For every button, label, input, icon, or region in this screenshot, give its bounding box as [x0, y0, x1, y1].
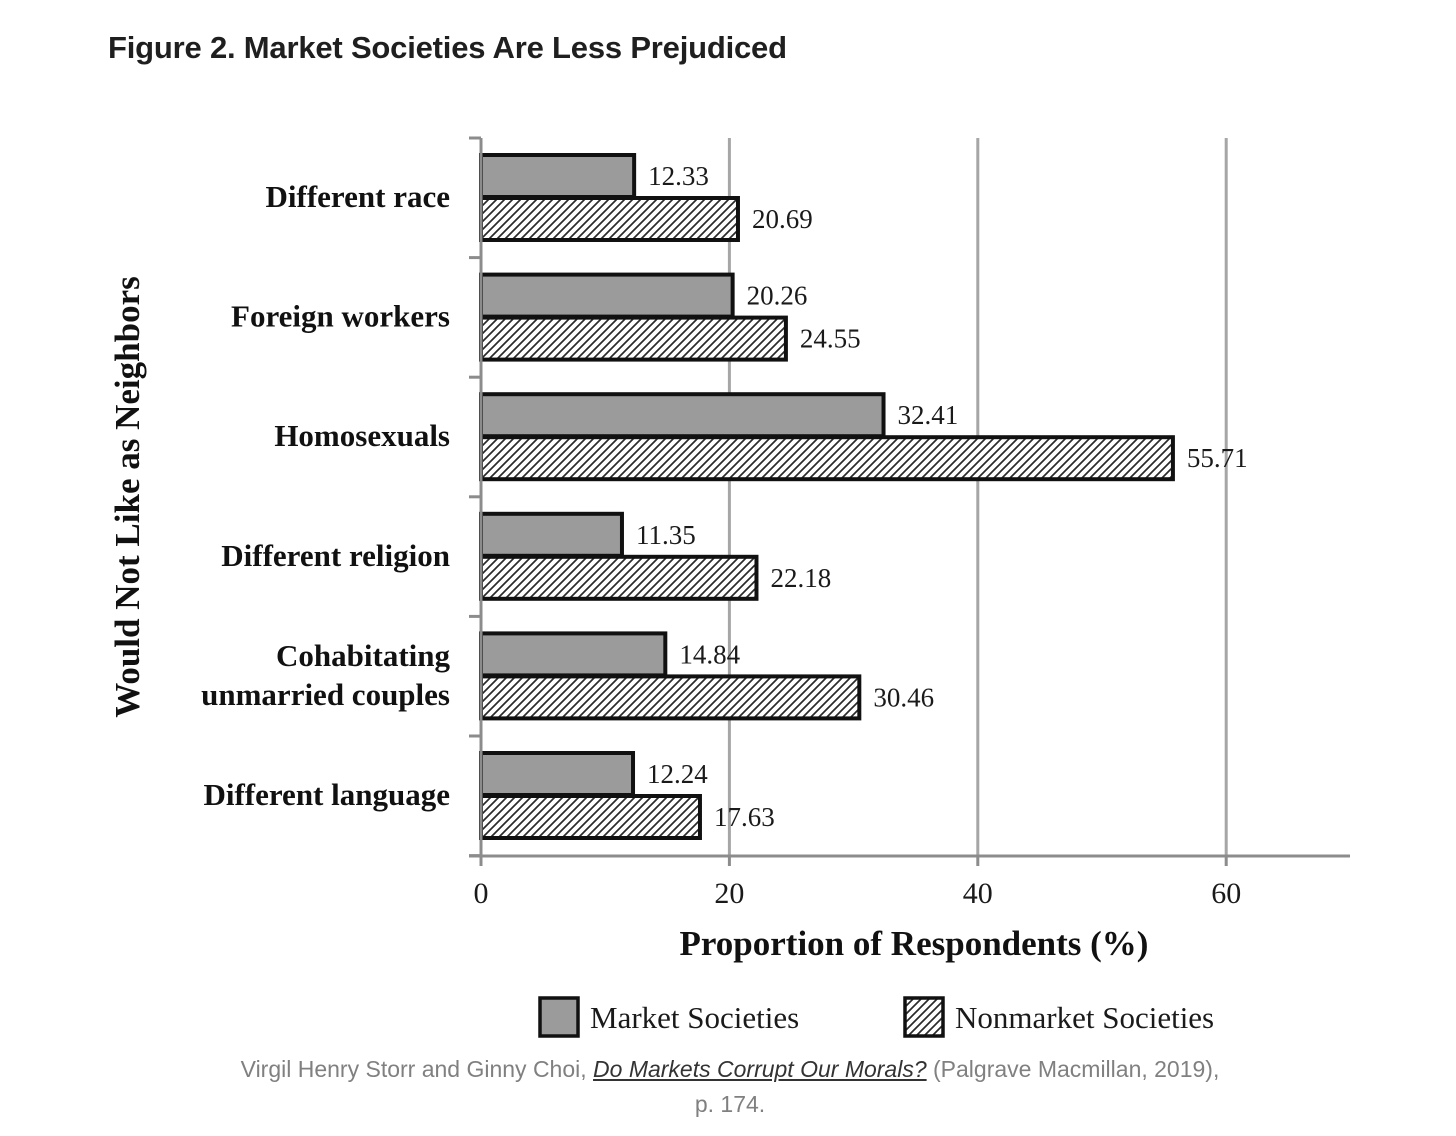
bar-market [479, 153, 637, 199]
category-label: Cohabitating unmarried couples [201, 638, 450, 712]
figure-title: Figure 2. Market Societies Are Less Prej… [108, 30, 787, 65]
legend-swatch [538, 996, 580, 1038]
bar-nonmarket [479, 794, 702, 840]
data-label: 30.46 [873, 682, 934, 712]
bar-nonmarket [479, 315, 788, 362]
category-label: Homosexuals [274, 418, 450, 453]
caption-publisher: (Palgrave Macmillan, 2019), p. 174. [694, 1056, 1220, 1117]
bar-market [479, 392, 886, 439]
data-label: 11.35 [636, 520, 696, 550]
axes [469, 136, 1350, 866]
x-tick-label: 20 [714, 877, 744, 910]
legend-nonmarket: Nonmarket Societies [903, 996, 1214, 1038]
bar-nonmarket [479, 554, 759, 601]
bars [479, 153, 1175, 840]
data-label: 20.69 [752, 204, 813, 234]
y-axis-title: Would Not Like as Neighbors [108, 276, 147, 717]
legend-label: Nonmarket Societies [955, 1000, 1214, 1035]
category-label: Different language [203, 777, 450, 812]
gridlines [727, 138, 1228, 856]
book-title-link[interactable]: Do Markets Corrupt Our Morals? [593, 1056, 927, 1082]
data-label: 32.41 [898, 400, 959, 430]
labels: 12.33 20.69 20.26 24.55 32.41 55.71 11.35 22.18… [108, 161, 1248, 963]
x-tick-label: 0 [474, 877, 489, 910]
bar-market [479, 272, 735, 319]
x-axis-title: Proportion of Respondents (%) [680, 924, 1149, 963]
x-tick-label: 60 [1211, 877, 1241, 910]
x-tick-label: 40 [963, 877, 993, 910]
figure-caption: Virgil Henry Storr and Ginny Choi, Do Ma… [230, 1052, 1230, 1122]
bar-market [479, 631, 668, 678]
legend: Market Societies Nonmarket Societies [538, 996, 1214, 1038]
data-label: 14.84 [679, 639, 740, 669]
caption-authors: Virgil Henry Storr and Ginny Choi, [240, 1056, 594, 1082]
category-label: Different race [266, 179, 450, 214]
data-label: 12.33 [648, 161, 709, 191]
category-label: Different religion [221, 538, 450, 573]
data-label: 20.26 [747, 281, 808, 311]
data-label: 55.71 [1187, 443, 1248, 473]
legend-market: Market Societies [538, 996, 799, 1038]
data-label: 24.55 [800, 324, 861, 354]
data-label: 22.18 [770, 563, 831, 593]
legend-swatch [903, 996, 945, 1038]
bar-nonmarket [479, 196, 740, 242]
bar-nonmarket [479, 674, 862, 721]
data-label: 12.24 [647, 759, 708, 789]
bar-market [479, 751, 636, 797]
category-label: Foreign workers [231, 299, 450, 334]
data-label: 17.63 [714, 802, 775, 832]
bar-nonmarket [479, 435, 1175, 482]
bar-market [479, 511, 624, 558]
legend-label: Market Societies [590, 1000, 799, 1035]
